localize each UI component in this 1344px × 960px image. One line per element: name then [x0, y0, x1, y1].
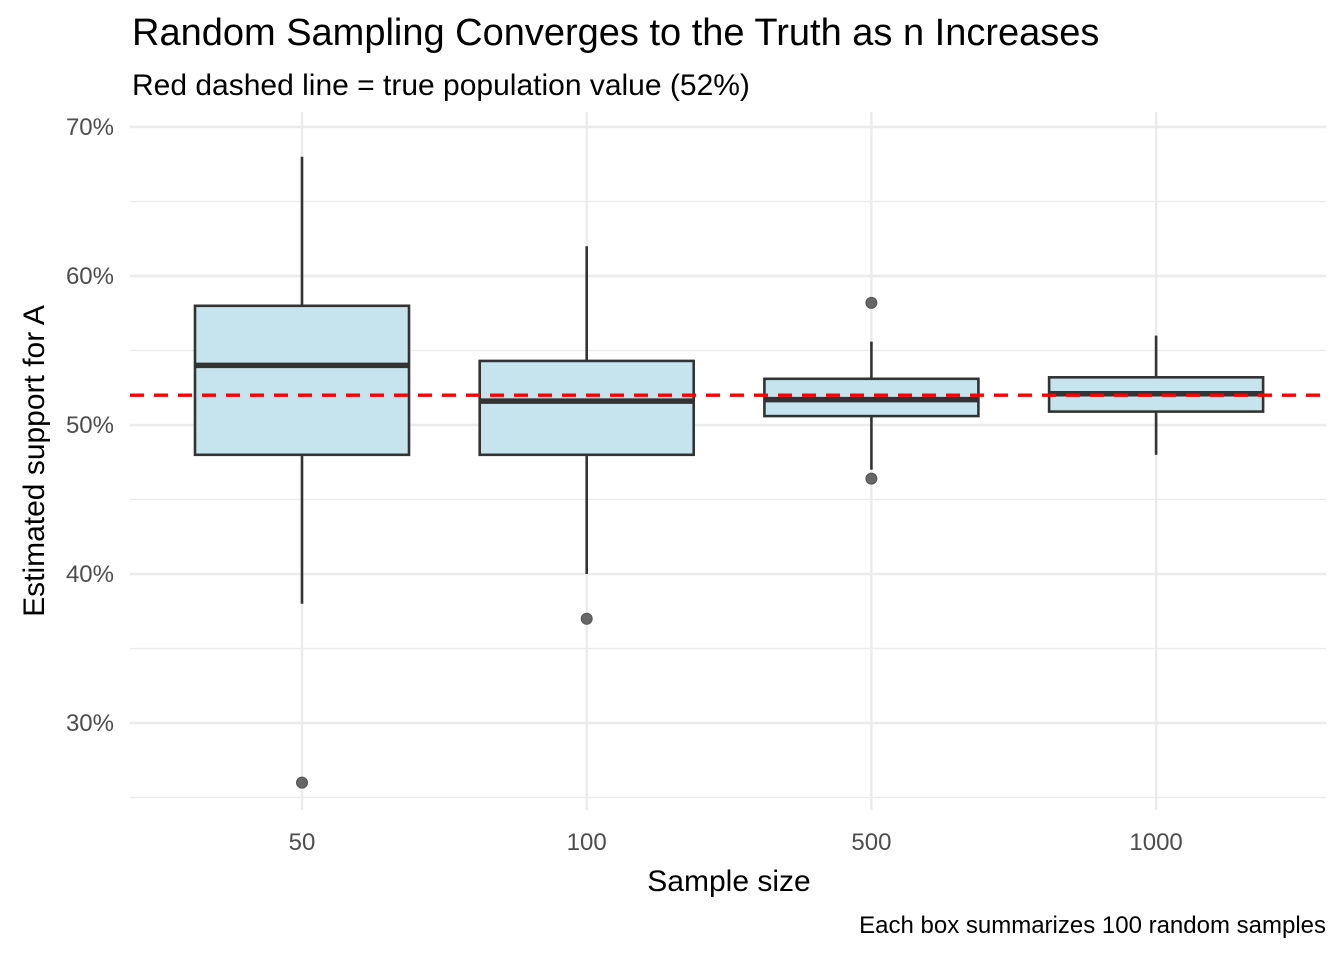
x-tick-labels: 50 100 500 1000 — [289, 829, 1183, 856]
y-tick-label: 60% — [66, 263, 114, 290]
major-gridlines — [130, 112, 1326, 810]
box-100 — [478, 246, 696, 625]
box-1000 — [1047, 335, 1265, 455]
chart-subtitle: Red dashed line = true population value … — [132, 69, 750, 102]
chart-title: Random Sampling Converges to the Truth a… — [132, 12, 1100, 54]
y-tick-labels: 30% 40% 50% 60% 70% — [66, 114, 114, 737]
y-tick-label: 30% — [66, 710, 114, 737]
y-tick-label: 70% — [66, 114, 114, 141]
x-tick-label: 1000 — [1129, 829, 1182, 856]
outlier-point — [296, 776, 308, 789]
x-axis-label: Sample size — [647, 865, 810, 898]
outlier-point — [580, 612, 593, 625]
x-tick-label: 500 — [851, 829, 891, 856]
box-500 — [763, 296, 980, 485]
y-tick-label: 40% — [66, 561, 114, 588]
x-tick-label: 100 — [567, 829, 607, 856]
y-axis-label: Estimated support for A — [18, 305, 51, 617]
y-tick-label: 50% — [66, 412, 114, 439]
box-series — [193, 156, 1265, 789]
minor-gridlines — [130, 200, 1326, 799]
chart-caption: Each box summarizes 100 random samples — [859, 912, 1326, 939]
outlier-point — [865, 296, 878, 309]
box-50 — [193, 156, 411, 789]
x-tick-label: 50 — [289, 829, 316, 856]
box-body — [478, 359, 696, 457]
box-body — [193, 304, 411, 457]
outlier-point — [865, 472, 878, 485]
